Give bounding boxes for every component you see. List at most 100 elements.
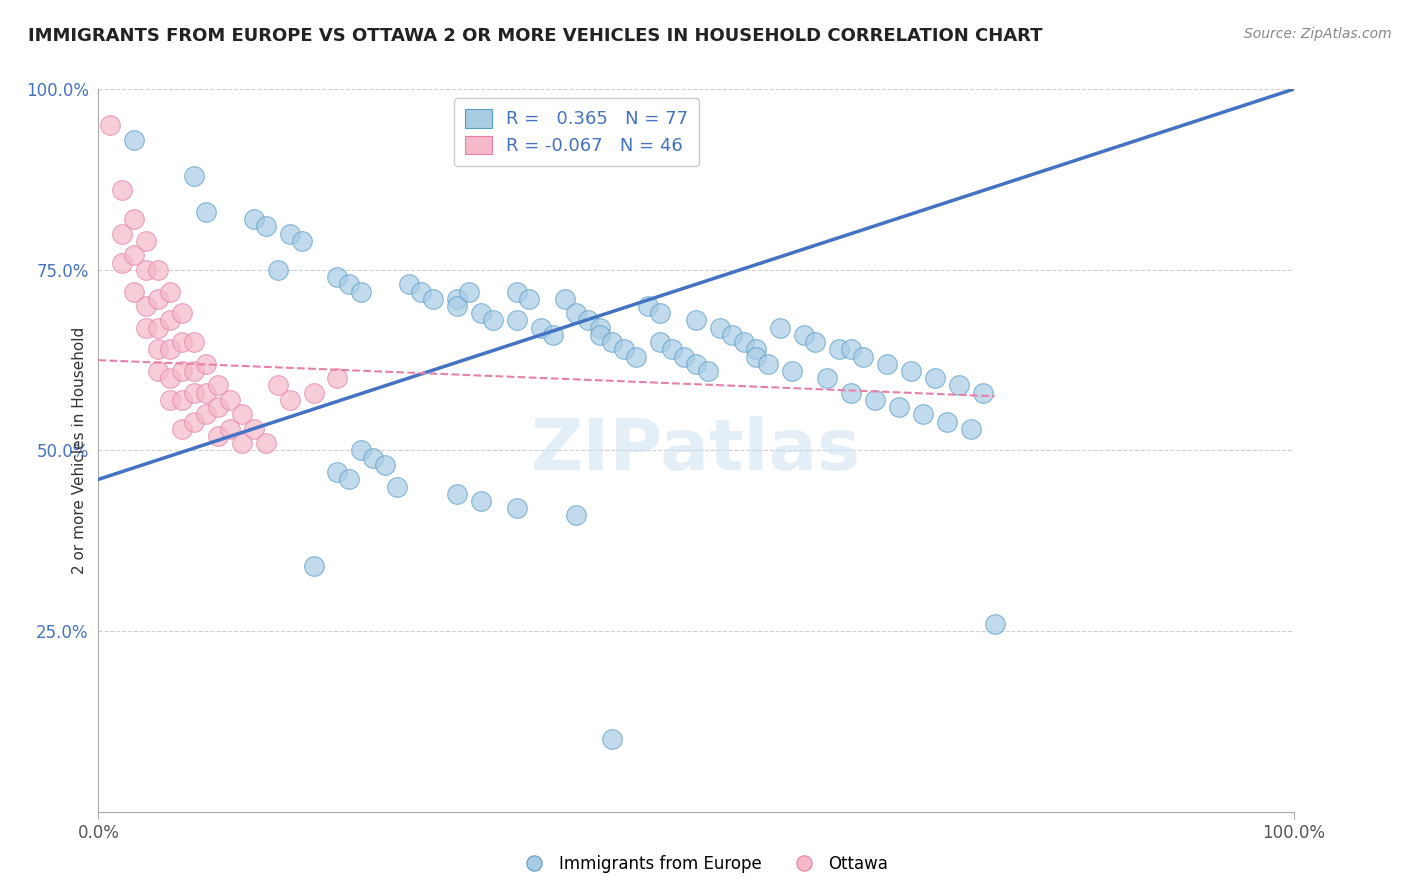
Point [721, 327, 744, 342]
Point [254, 219, 277, 234]
Point [685, 357, 707, 371]
Legend: R =   0.365   N = 77, R = -0.067   N = 46: R = 0.365 N = 77, R = -0.067 N = 46 [454, 98, 699, 166]
Point [183, 169, 205, 183]
Point [865, 392, 887, 407]
Point [458, 285, 481, 299]
Point [613, 343, 636, 357]
Point [172, 364, 194, 378]
Point [506, 285, 529, 299]
Point [350, 443, 373, 458]
Point [648, 334, 672, 349]
Point [267, 262, 290, 277]
Point [159, 371, 181, 385]
Point [172, 306, 194, 320]
Point [398, 277, 420, 292]
Point [506, 501, 529, 516]
Point [267, 378, 290, 392]
Point [195, 407, 218, 421]
Point [554, 292, 576, 306]
Point [385, 480, 409, 494]
Point [506, 313, 529, 327]
Point [207, 400, 229, 414]
Point [183, 415, 205, 429]
Point [148, 262, 170, 277]
Point [924, 371, 946, 385]
Point [972, 385, 994, 400]
Point [135, 234, 157, 248]
Point [172, 334, 194, 349]
Point [602, 334, 624, 349]
Point [984, 616, 1007, 631]
Point [350, 285, 373, 299]
Point [195, 357, 218, 371]
Point [936, 415, 959, 429]
Point [889, 400, 911, 414]
Point [481, 313, 505, 327]
Point [111, 183, 134, 197]
Point [326, 465, 349, 479]
Point [183, 364, 205, 378]
Point [339, 277, 361, 292]
Point [172, 392, 194, 407]
Point [815, 371, 838, 385]
Point [148, 320, 170, 334]
Point [159, 343, 181, 357]
Text: ZIPatlas: ZIPatlas [531, 416, 860, 485]
Y-axis label: 2 or more Vehicles in Household: 2 or more Vehicles in Household [72, 326, 87, 574]
Point [804, 334, 827, 349]
Point [291, 234, 314, 248]
Point [339, 472, 361, 486]
Point [363, 450, 385, 465]
Point [159, 392, 181, 407]
Point [733, 334, 755, 349]
Point [745, 350, 768, 364]
Point [411, 285, 433, 299]
Point [326, 270, 349, 285]
Point [780, 364, 803, 378]
Point [172, 422, 194, 436]
Point [219, 392, 242, 407]
Point [685, 313, 707, 327]
Point [517, 292, 540, 306]
Point [124, 285, 146, 299]
Point [148, 292, 170, 306]
Point [183, 385, 205, 400]
Point [243, 212, 266, 227]
Point [159, 313, 181, 327]
Point [470, 306, 492, 320]
Point [111, 227, 134, 241]
Point [135, 262, 157, 277]
Point [231, 407, 253, 421]
Point [852, 350, 875, 364]
Point [219, 422, 242, 436]
Point [124, 248, 146, 262]
Point [254, 436, 277, 450]
Point [697, 364, 720, 378]
Point [648, 306, 672, 320]
Legend: Immigrants from Europe, Ottawa: Immigrants from Europe, Ottawa [510, 848, 896, 880]
Point [911, 407, 934, 421]
Point [243, 422, 266, 436]
Point [626, 350, 648, 364]
Point [148, 364, 170, 378]
Point [446, 292, 468, 306]
Point [578, 313, 600, 327]
Point [589, 327, 612, 342]
Point [183, 334, 205, 349]
Point [960, 422, 983, 436]
Point [841, 385, 863, 400]
Point [207, 378, 229, 392]
Point [159, 285, 181, 299]
Point [231, 436, 253, 450]
Point [661, 343, 683, 357]
Point [756, 357, 779, 371]
Point [948, 378, 970, 392]
Text: Source: ZipAtlas.com: Source: ZipAtlas.com [1244, 27, 1392, 41]
Point [135, 299, 157, 313]
Point [278, 392, 301, 407]
Point [326, 371, 349, 385]
Point [565, 508, 588, 523]
Point [195, 205, 218, 219]
Point [374, 458, 396, 472]
Point [768, 320, 790, 334]
